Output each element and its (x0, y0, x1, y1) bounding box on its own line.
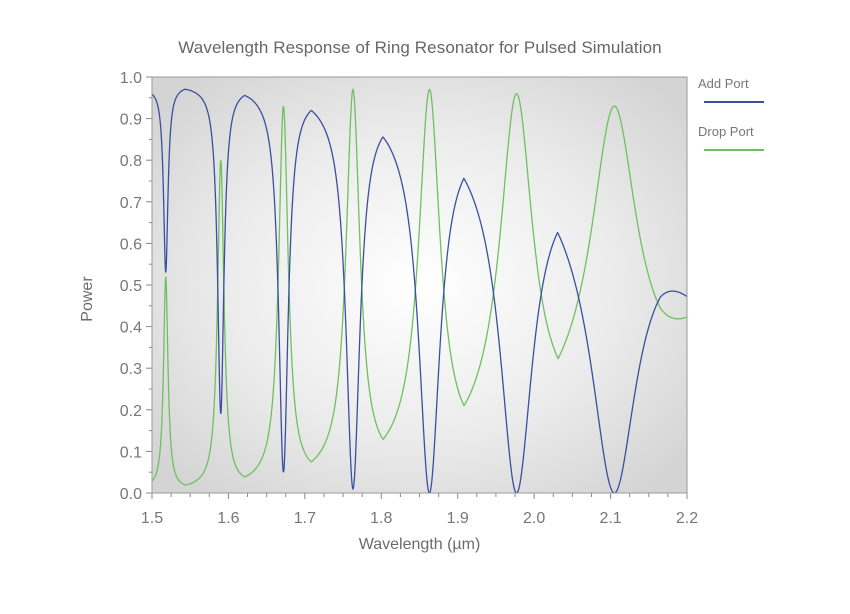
y-tick-label: 0.0 (120, 486, 142, 503)
plot-area (152, 77, 687, 493)
y-tick-label: 0.6 (120, 236, 142, 253)
legend-drop-port-swatch (704, 149, 764, 151)
y-tick-label: 0.5 (120, 278, 142, 295)
y-tick-label: 0.1 (120, 444, 142, 461)
chart-title: Wavelength Response of Ring Resonator fo… (178, 38, 662, 57)
drop-port-line (152, 87, 687, 486)
y-tick-label: 0.9 (120, 112, 142, 129)
add-port-line (152, 88, 687, 493)
plot-frame (151, 76, 688, 494)
x-tick-label: 2.1 (599, 510, 621, 527)
x-tick-label: 1.9 (447, 510, 469, 527)
y-tick-label: 0.3 (120, 361, 142, 378)
x-axis-label: Wavelength (µm) (358, 536, 481, 553)
y-tick-label: 0.7 (120, 195, 142, 212)
legend-drop-port-label: Drop Port (698, 124, 754, 139)
x-tick-label: 2.0 (523, 510, 545, 527)
legend-add-port-label: Add Port (698, 76, 749, 91)
legend-add-port-swatch (704, 101, 764, 103)
y-tick-label: 0.8 (120, 153, 142, 170)
axes: 0.0 0.1 0.2 0.3 0.4 0.5 0.6 0.7 0.8 0.9 1.0 1.5 1.6 1… (120, 70, 698, 527)
x-tick-label: 1.7 (294, 510, 316, 527)
y-tick-label: 0.2 (120, 403, 142, 420)
y-tick-label: 0.4 (120, 320, 142, 337)
x-tick-label: 1.6 (217, 510, 239, 527)
x-tick-label: 1.8 (370, 510, 392, 527)
x-tick-label: 2.2 (676, 510, 698, 527)
x-tick-label: 1.5 (141, 510, 163, 527)
y-tick-label: 1.0 (120, 70, 142, 87)
